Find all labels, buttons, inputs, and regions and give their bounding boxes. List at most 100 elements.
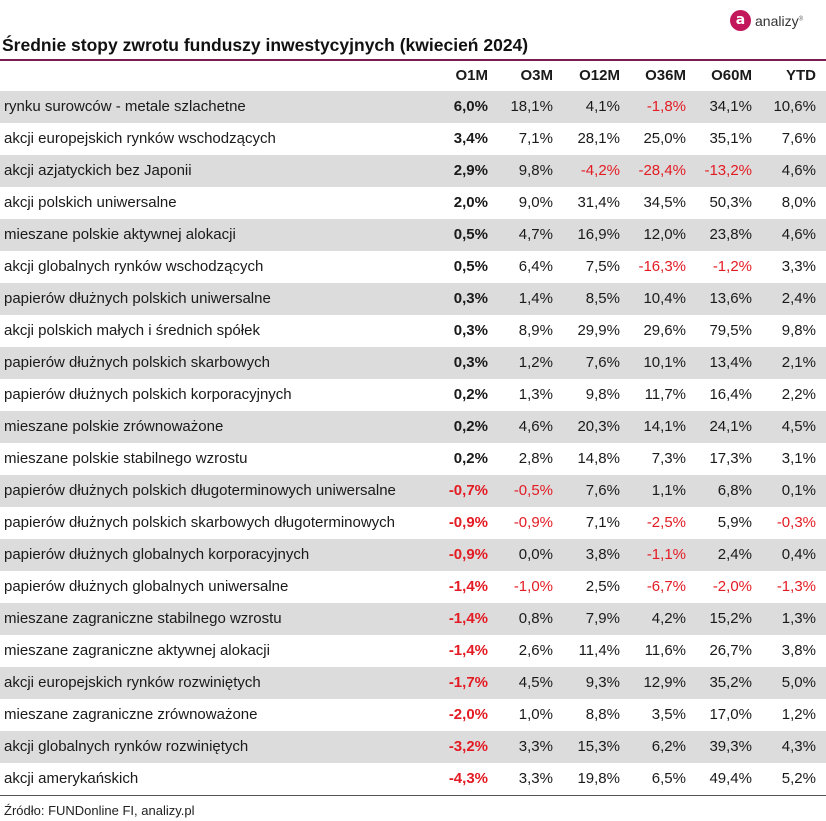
value-o1m: -1,4% <box>448 642 488 659</box>
value-o3m: -0,9% <box>513 514 553 531</box>
fund-category-name: mieszane polskie zrównoważone <box>4 418 224 435</box>
value-o36m: 11,7% <box>644 386 686 403</box>
value-o12m: 11,4% <box>578 642 620 659</box>
value-ytd: 4,3% <box>781 738 816 755</box>
value-ytd: 4,5% <box>781 418 816 435</box>
table-row: akcji globalnych rynków wschodzących 0,5%… <box>0 251 826 283</box>
value-o60m: 17,3% <box>709 450 752 467</box>
fund-category-name: akcji amerykańskich <box>4 770 139 787</box>
value-o36m: -1,8% <box>646 98 686 115</box>
logo-registered-mark: ® <box>798 15 804 22</box>
header-ytd: YTD <box>786 67 816 84</box>
value-o60m: -1,2% <box>712 258 752 275</box>
value-o60m: 15,2% <box>709 610 752 627</box>
analizy-logo: a analizy® <box>730 10 803 31</box>
title-divider <box>0 59 826 61</box>
analizy-logo-icon: a <box>730 10 751 31</box>
value-o1m: 3,4% <box>453 130 488 147</box>
value-o1m: 0,2% <box>453 418 488 435</box>
value-o36m: -1,1% <box>646 546 686 563</box>
value-ytd: 2,1% <box>781 354 816 371</box>
value-o36m: 12,9% <box>643 674 686 691</box>
value-o3m: 9,0% <box>518 194 553 211</box>
value-o3m: 4,6% <box>518 418 553 435</box>
value-o1m: -4,3% <box>448 770 488 787</box>
table-row: akcji polskich uniwersalne 2,0% 9,0% 31,4% 3… <box>0 187 826 219</box>
table-row: mieszane polskie zrównoważone 0,2% 4,6% 20,… <box>0 411 826 443</box>
value-o60m: 24,1% <box>709 418 752 435</box>
fund-category-name: rynku surowców - metale szlachetne <box>4 98 246 115</box>
value-o1m: 0,3% <box>453 290 488 307</box>
table-bottom-divider <box>0 795 826 796</box>
fund-category-name: mieszane zagraniczne stabilnego wzrostu <box>4 610 282 627</box>
value-o60m: 13,4% <box>709 354 752 371</box>
value-o36m: 6,5% <box>651 770 686 787</box>
value-o60m: -2,0% <box>712 578 752 595</box>
value-o12m: 8,8% <box>585 706 620 723</box>
value-o60m: 6,8% <box>717 482 752 499</box>
table-row: papierów dłużnych polskich skarbowych dł… <box>0 507 826 539</box>
value-ytd: 3,8% <box>781 642 816 659</box>
table-row: akcji europejskich rynków rozwiniętych -1… <box>0 667 826 699</box>
fund-category-name: papierów dłużnych polskich uniwersalne <box>4 290 271 307</box>
value-o36m: 6,2% <box>651 738 686 755</box>
value-ytd: 1,3% <box>781 610 816 627</box>
table-row: rynku surowców - metale szlachetne 6,0% 18… <box>0 91 826 123</box>
header-o3m: O3M <box>520 67 553 84</box>
value-o60m: 39,3% <box>709 738 752 755</box>
value-o3m: 7,1% <box>518 130 553 147</box>
value-o36m: -28,4% <box>638 162 686 179</box>
value-o60m: -13,2% <box>704 162 752 179</box>
value-o3m: 9,8% <box>518 162 553 179</box>
value-o12m: 7,5% <box>585 258 620 275</box>
value-o1m: 0,5% <box>453 226 488 243</box>
value-o60m: 16,4% <box>709 386 752 403</box>
value-o3m: 1,4% <box>518 290 553 307</box>
table-row: papierów dłużnych polskich korporacyjnyc… <box>0 379 826 411</box>
fund-category-name: papierów dłużnych polskich długoterminow… <box>4 482 396 499</box>
value-o60m: 34,1% <box>709 98 752 115</box>
value-o12m: 3,8% <box>585 546 620 563</box>
value-o12m: 9,8% <box>585 386 620 403</box>
value-o1m: -2,0% <box>448 706 488 723</box>
value-ytd: 10,6% <box>773 98 816 115</box>
table-row: mieszane polskie aktywnej alokacji 0,5% 4,… <box>0 219 826 251</box>
value-ytd: 5,0% <box>781 674 816 691</box>
fund-category-name: papierów dłużnych polskich skarbowych <box>4 354 270 371</box>
fund-category-name: akcji europejskich rynków wschodzących <box>4 130 276 147</box>
value-o60m: 50,3% <box>709 194 752 211</box>
value-o1m: -3,2% <box>448 738 488 755</box>
table-row: papierów dłużnych globalnych korporacyjn… <box>0 539 826 571</box>
value-o3m: 3,3% <box>518 770 553 787</box>
value-ytd: 3,1% <box>781 450 816 467</box>
table-row: mieszane zagraniczne stabilnego wzrostu -… <box>0 603 826 635</box>
value-o60m: 13,6% <box>709 290 752 307</box>
table-row: papierów dłużnych polskich uniwersalne 0,… <box>0 283 826 315</box>
value-o12m: 7,1% <box>585 514 620 531</box>
value-ytd: 3,3% <box>781 258 816 275</box>
value-o12m: 2,5% <box>585 578 620 595</box>
value-o1m: 0,2% <box>453 450 488 467</box>
value-o60m: 2,4% <box>717 546 752 563</box>
source-note: Źródło: FUNDonline FI, analizy.pl <box>4 803 195 818</box>
value-ytd: -1,3% <box>776 578 816 595</box>
table-row: papierów dłużnych globalnych uniwersalne… <box>0 571 826 603</box>
value-o12m: 7,6% <box>585 354 620 371</box>
value-o1m: 0,3% <box>453 322 488 339</box>
value-ytd: 8,0% <box>781 194 816 211</box>
value-o12m: 31,4% <box>577 194 620 211</box>
value-ytd: 0,4% <box>781 546 816 563</box>
logo-text: analizy® <box>755 13 803 29</box>
table-row: akcji amerykańskich -4,3% 3,3% 19,8% 6,5% 49,… <box>0 763 826 795</box>
table-row: akcji polskich małych i średnich spółek 0… <box>0 315 826 347</box>
returns-table: O1M O3M O12M O36M O60M YTD rynku surowcó… <box>0 61 826 795</box>
value-o36m: 3,5% <box>651 706 686 723</box>
value-o36m: -6,7% <box>646 578 686 595</box>
value-o1m: 0,2% <box>453 386 488 403</box>
value-o12m: 28,1% <box>577 130 620 147</box>
value-ytd: 4,6% <box>781 162 816 179</box>
table-row: mieszane polskie stabilnego wzrostu 0,2% 2… <box>0 443 826 475</box>
fund-category-name: akcji globalnych rynków wschodzących <box>4 258 264 275</box>
fund-category-name: mieszane polskie aktywnej alokacji <box>4 226 236 243</box>
value-o12m: 7,6% <box>585 482 620 499</box>
